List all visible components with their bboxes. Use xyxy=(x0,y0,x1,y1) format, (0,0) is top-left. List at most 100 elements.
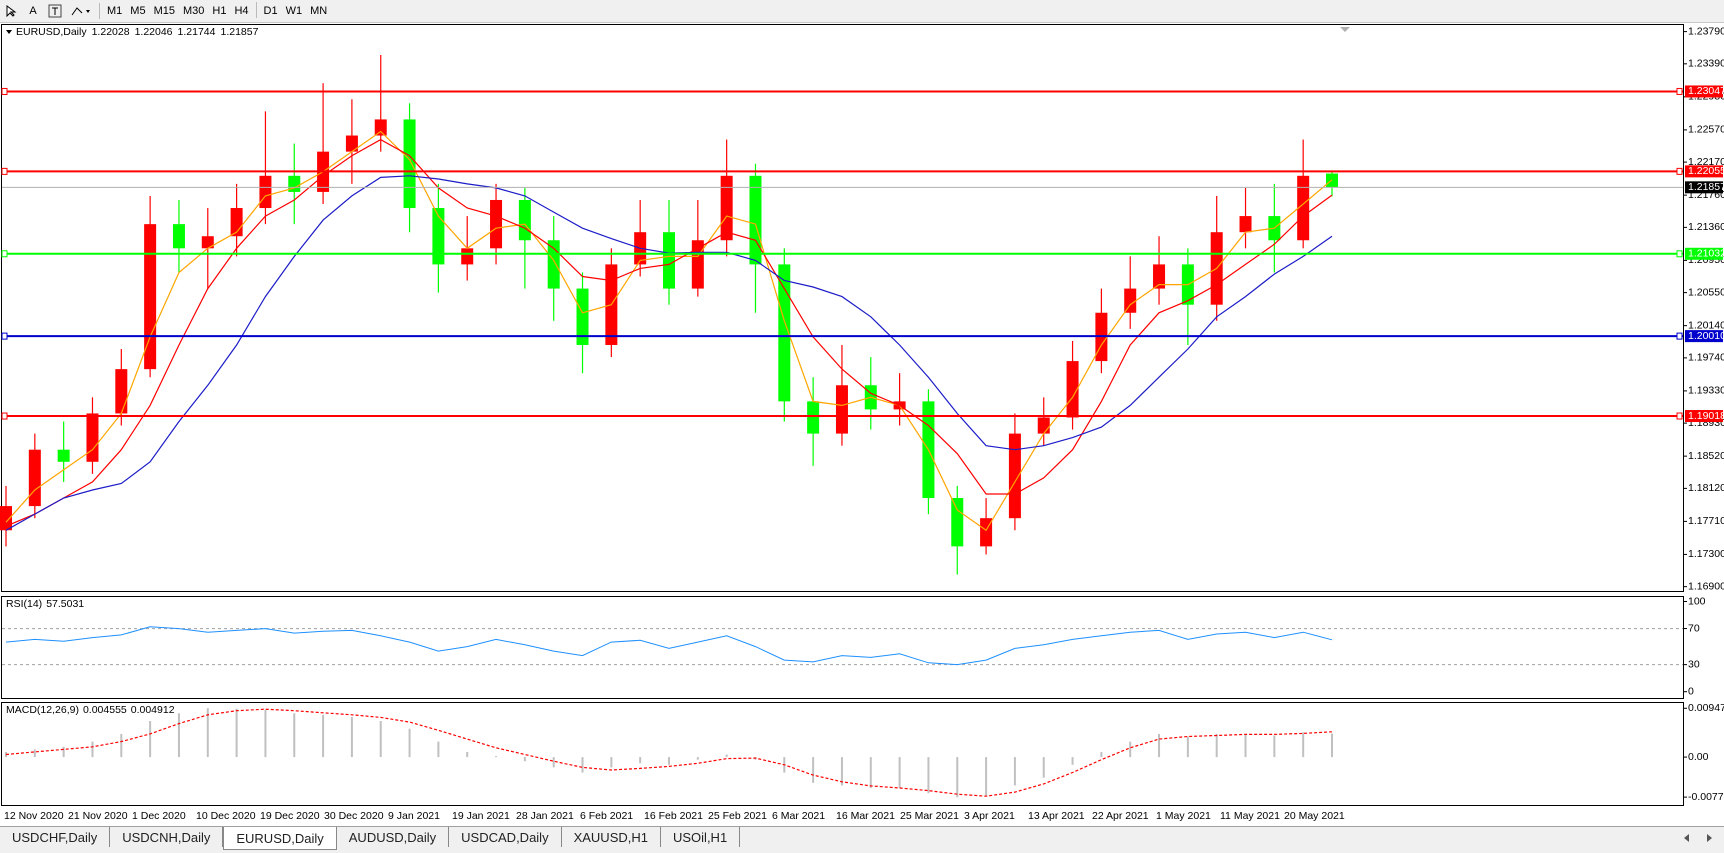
timeframe-button[interactable]: D1 xyxy=(263,5,278,17)
label-icon xyxy=(48,4,62,18)
y-tick-label: 1.18120 xyxy=(1688,482,1724,494)
macd-bar xyxy=(350,716,353,758)
macd-bar xyxy=(985,757,988,796)
moving-average xyxy=(5,130,1333,532)
candle-body xyxy=(0,506,12,531)
macd-bar xyxy=(33,749,36,758)
macd-bar xyxy=(120,733,123,758)
level-price-box xyxy=(1685,410,1723,423)
x-tick-label: 9 Jan 2021 xyxy=(388,810,440,822)
y-tick-label: 1.21360 xyxy=(1688,221,1724,233)
macd-bar xyxy=(91,741,94,758)
symbol-tab[interactable]: USDCNH,Daily xyxy=(110,827,224,847)
current-price-box xyxy=(1685,181,1723,194)
y-tick-label: 1.17710 xyxy=(1688,515,1724,527)
shapes-icon xyxy=(71,7,90,16)
x-tick-label: 30 Dec 2020 xyxy=(324,810,384,822)
x-tick-label: 12 Nov 2020 xyxy=(4,810,64,822)
x-tick-label: 10 Dec 2020 xyxy=(196,810,256,822)
candle-body xyxy=(720,175,733,241)
collapse-arrow xyxy=(6,30,12,34)
macd-bar xyxy=(840,757,843,786)
toolbar: A M1 M5 M15 M30 H1 H4 D1 W1 MN xyxy=(0,0,1724,23)
timeframe-button[interactable]: H1 xyxy=(212,5,227,17)
macd-bar xyxy=(552,757,555,768)
macd-bar xyxy=(149,721,152,758)
x-tick-label: 1 Dec 2020 xyxy=(132,810,186,822)
timeframe-button[interactable]: M30 xyxy=(182,5,205,17)
timeframe-button[interactable]: MN xyxy=(310,5,328,17)
symbol-tab[interactable]: USDCAD,Daily xyxy=(449,827,562,847)
y-tick-label: 1.23390 xyxy=(1688,58,1724,70)
candle-body xyxy=(576,288,589,345)
timeframe-button[interactable]: M5 xyxy=(130,5,146,17)
candle-body xyxy=(1153,264,1166,289)
macd-bar xyxy=(1042,757,1045,778)
timeframe-button[interactable]: M1 xyxy=(107,5,123,17)
y-tick-label: 1.20550 xyxy=(1688,286,1724,298)
candle-body xyxy=(28,449,41,507)
symbol-tab[interactable]: EURUSD,Daily xyxy=(223,827,337,850)
candle-body xyxy=(432,208,445,265)
symbol-tab[interactable]: USOil,H1 xyxy=(661,827,741,847)
y-tick-label: 100 xyxy=(1688,595,1706,607)
symbol-header: EURUSD,Daily 1.22028 1.22046 1.21744 1.21857 xyxy=(16,26,259,38)
ohlc-value: 1.22028 xyxy=(92,26,130,38)
candle-body xyxy=(461,248,474,265)
macd-header: MACD(12,26,9) 0.004555 0.004912 xyxy=(6,704,175,716)
macd-bar xyxy=(725,754,728,758)
x-tick-label: 19 Dec 2020 xyxy=(260,810,320,822)
y-tick-label: 30 xyxy=(1688,658,1700,670)
y-tick-label: 0.009478 xyxy=(1688,702,1724,714)
rsi-title: RSI(14) xyxy=(6,598,42,610)
y-tick-label: 1.23790 xyxy=(1688,25,1724,37)
moving-average xyxy=(5,138,1333,527)
macd-bar xyxy=(1273,735,1276,758)
symbol-tab[interactable]: USDCHF,Daily xyxy=(0,827,111,847)
candle-body xyxy=(115,369,128,414)
ohlc-value: 1.21857 xyxy=(221,26,259,38)
macd-bar xyxy=(1129,741,1132,758)
x-tick-label: 6 Feb 2021 xyxy=(580,810,633,822)
candle-body xyxy=(1008,433,1021,519)
symbol-title: EURUSD,Daily xyxy=(16,26,87,38)
separator xyxy=(255,2,257,18)
label-tool[interactable] xyxy=(44,2,66,20)
rsi-panel-frame xyxy=(1,596,1684,699)
candle-body xyxy=(1037,417,1050,434)
shapes-tool[interactable] xyxy=(66,2,96,20)
x-tick-label: 16 Mar 2021 xyxy=(836,810,895,822)
macd-bar xyxy=(1071,757,1074,765)
macd-bar xyxy=(812,757,815,783)
level-handle xyxy=(1676,412,1683,420)
symbol-tab[interactable]: AUDUSD,Daily xyxy=(337,827,450,847)
plot: 1.237901.233901.229801.225701.221701.217… xyxy=(0,25,1724,822)
rsi-header: RSI(14) 57.5031 xyxy=(6,598,84,610)
level-price-label: 1.19018 xyxy=(1688,410,1724,422)
level-handle xyxy=(1,332,8,340)
y-tick-label: 70 xyxy=(1688,622,1700,634)
timeframe-button[interactable]: W1 xyxy=(285,5,303,17)
level-price-box xyxy=(1685,247,1723,260)
candle-body xyxy=(288,175,301,192)
text-tool[interactable]: A xyxy=(29,5,37,17)
level-handle xyxy=(1,412,8,420)
macd-bar xyxy=(1186,736,1189,758)
x-tick-label: 16 Feb 2021 xyxy=(644,810,703,822)
cursor-tool[interactable] xyxy=(0,2,22,20)
timeframe-button[interactable]: H4 xyxy=(234,5,249,17)
macd-signal-value: 0.004912 xyxy=(131,704,175,716)
symbol-tab[interactable]: XAUUSD,H1 xyxy=(562,827,661,847)
tab-scroll[interactable] xyxy=(1676,830,1720,846)
candle-body xyxy=(663,232,675,289)
x-tick-label: 22 Apr 2021 xyxy=(1092,810,1149,822)
level-price-label: 1.21032 xyxy=(1688,248,1724,260)
timeframe-button[interactable]: M15 xyxy=(153,5,175,17)
candle-body xyxy=(1066,361,1079,418)
macd-bar xyxy=(1013,757,1016,786)
x-tick-label: 20 May 2021 xyxy=(1284,810,1345,822)
candle-body xyxy=(1124,288,1137,313)
y-tick-label: 1.19740 xyxy=(1688,352,1724,364)
macd-bar xyxy=(322,714,325,758)
